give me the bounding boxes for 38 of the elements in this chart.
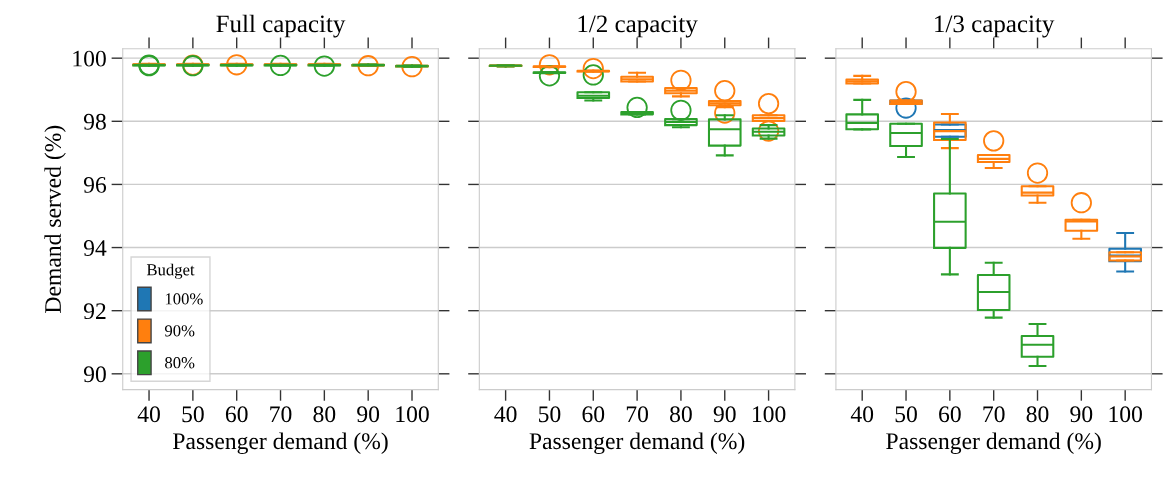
x-tick-label: 50: [539, 406, 561, 423]
y-tick-label: 96: [83, 176, 107, 193]
x-tick-label: 50: [895, 406, 917, 423]
x-tick-label: 60: [939, 406, 961, 423]
y-tick-label: 98: [83, 113, 106, 130]
legend-label: 100%: [165, 293, 203, 305]
y-tick-label: 92: [83, 303, 106, 320]
legend-label: 80%: [165, 357, 195, 369]
x-tick-label: 60: [225, 406, 248, 423]
x-tick-label: 40: [850, 406, 874, 423]
chart-title: 1/3 capacity: [935, 15, 1055, 38]
x-tick-label: 40: [137, 406, 160, 423]
x-tick-label: 40: [494, 406, 517, 423]
x-axis-title: Passenger demand (%): [886, 432, 1101, 455]
y-tick-label: 90: [83, 366, 106, 383]
x-tick-label: 80: [313, 406, 336, 423]
chart-title: Full capacity: [216, 14, 346, 38]
x-tick-label: 70: [626, 406, 649, 423]
x-axis-title: Passenger demand (%): [173, 432, 388, 455]
y-axis-title: Demand served (%): [44, 125, 66, 313]
chart-title: 1/2 capacity: [578, 15, 698, 38]
legend-label: 90%: [164, 325, 195, 337]
legend-title: Budget: [146, 263, 195, 279]
x-tick-label: 50: [182, 406, 204, 423]
x-axis-title: Passenger demand (%): [529, 432, 745, 455]
y-tick-label: 100: [73, 50, 106, 67]
x-tick-label: 100: [752, 406, 786, 423]
x-tick-label: 80: [1026, 406, 1049, 423]
x-tick-label: 90: [357, 406, 380, 423]
x-tick-label: 100: [396, 406, 429, 423]
y-tick-label: 94: [83, 240, 107, 256]
x-tick-label: 80: [670, 406, 692, 423]
x-tick-label: 100: [1109, 406, 1142, 423]
x-tick-label: 90: [1070, 406, 1093, 423]
x-tick-label: 90: [713, 406, 736, 423]
x-tick-label: 70: [983, 406, 1005, 423]
x-tick-label: 70: [270, 406, 292, 423]
x-tick-label: 60: [582, 406, 605, 423]
